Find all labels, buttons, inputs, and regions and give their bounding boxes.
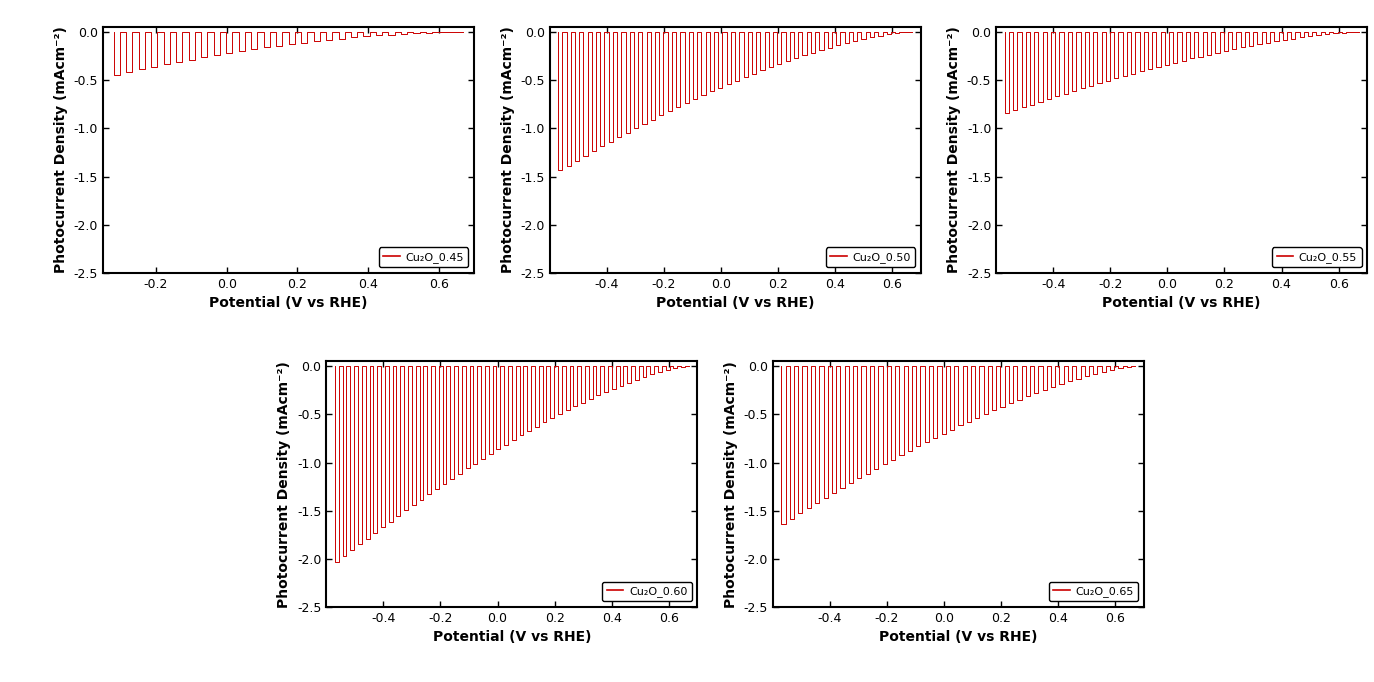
Legend: Cu₂O_0.45: Cu₂O_0.45 bbox=[379, 248, 469, 267]
Y-axis label: Photocurrent Density (mAcm⁻²): Photocurrent Density (mAcm⁻²) bbox=[947, 27, 962, 273]
X-axis label: Potential (V vs RHE): Potential (V vs RHE) bbox=[209, 296, 368, 310]
Legend: Cu₂O_0.50: Cu₂O_0.50 bbox=[826, 248, 915, 267]
Y-axis label: Photocurrent Density (mAcm⁻²): Photocurrent Density (mAcm⁻²) bbox=[724, 361, 738, 608]
Legend: Cu₂O_0.65: Cu₂O_0.65 bbox=[1048, 582, 1138, 602]
Y-axis label: Photocurrent Density (mAcm⁻²): Photocurrent Density (mAcm⁻²) bbox=[278, 361, 291, 608]
X-axis label: Potential (V vs RHE): Potential (V vs RHE) bbox=[1102, 296, 1261, 310]
X-axis label: Potential (V vs RHE): Potential (V vs RHE) bbox=[655, 296, 815, 310]
Y-axis label: Photocurrent Density (mAcm⁻²): Photocurrent Density (mAcm⁻²) bbox=[54, 27, 69, 273]
Legend: Cu₂O_0.55: Cu₂O_0.55 bbox=[1272, 248, 1362, 267]
X-axis label: Potential (V vs RHE): Potential (V vs RHE) bbox=[433, 630, 591, 644]
X-axis label: Potential (V vs RHE): Potential (V vs RHE) bbox=[879, 630, 1037, 644]
Legend: Cu₂O_0.60: Cu₂O_0.60 bbox=[602, 582, 691, 602]
Y-axis label: Photocurrent Density (mAcm⁻²): Photocurrent Density (mAcm⁻²) bbox=[500, 27, 515, 273]
